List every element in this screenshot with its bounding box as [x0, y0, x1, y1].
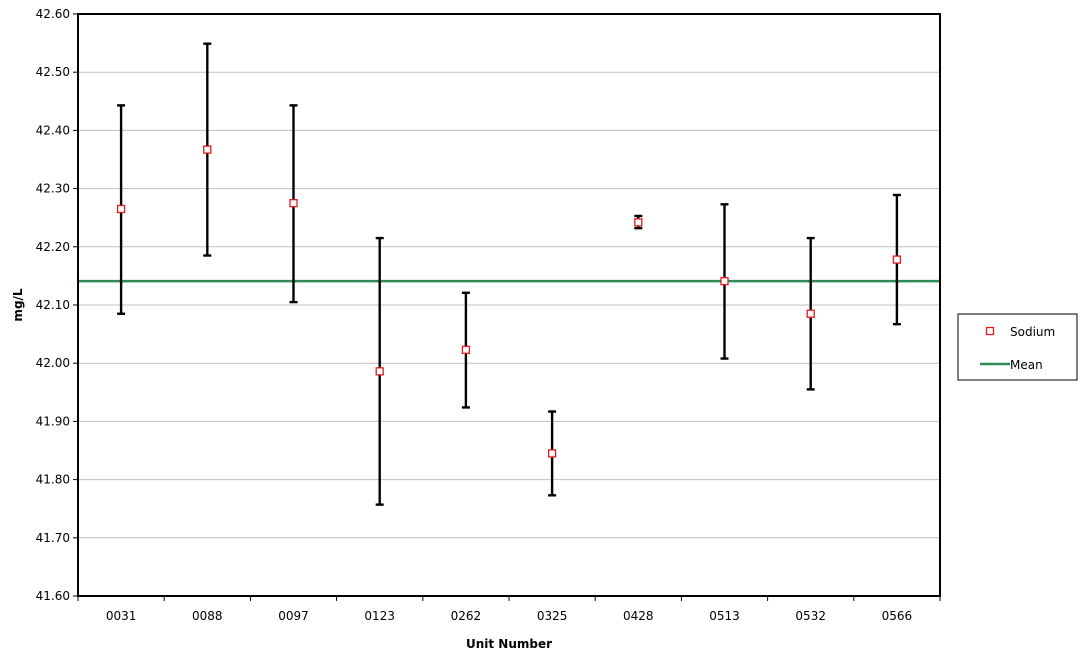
- y-tick-label: 42.50: [36, 65, 70, 79]
- sodium-point: [118, 205, 125, 212]
- x-tick-label: 0513: [709, 609, 740, 623]
- y-tick-label: 41.80: [36, 473, 70, 487]
- sodium-point: [462, 346, 469, 353]
- x-tick-label: 0123: [364, 609, 395, 623]
- y-tick-label: 42.40: [36, 123, 70, 137]
- sodium-point: [721, 278, 728, 285]
- x-tick-label: 0566: [882, 609, 913, 623]
- sodium-point: [204, 146, 211, 153]
- data-points: [118, 146, 901, 457]
- x-tick-label: 0097: [278, 609, 309, 623]
- x-axis-title: Unit Number: [466, 637, 552, 651]
- sodium-point: [635, 219, 642, 226]
- x-tick-label: 0262: [451, 609, 482, 623]
- sodium-point: [893, 256, 900, 263]
- y-tick-label: 42.60: [36, 7, 70, 21]
- y-axis: 41.60 41.70 41.80 41.90 42.00 42.10 42.20 42.30…: [36, 7, 78, 603]
- y-tick-label: 41.60: [36, 589, 70, 603]
- legend-sodium-marker: [987, 328, 994, 335]
- y-tick-label: 41.90: [36, 414, 70, 428]
- y-tick-label: 42.30: [36, 182, 70, 196]
- sodium-point: [549, 450, 556, 457]
- y-tick-label: 42.00: [36, 356, 70, 370]
- y-tick-label: 41.70: [36, 531, 70, 545]
- y-axis-title: mg/L: [11, 288, 25, 321]
- legend: Sodium Mean: [958, 314, 1077, 380]
- sodium-point: [807, 310, 814, 317]
- y-tick-label: 42.10: [36, 298, 70, 312]
- x-tick-label: 0031: [106, 609, 137, 623]
- error-bars: [117, 44, 901, 505]
- y-tick-label: 42.20: [36, 240, 70, 254]
- x-tick-label: 0532: [795, 609, 826, 623]
- x-tick-label: 0325: [537, 609, 568, 623]
- x-axis: 0031 0088 0097 0123 0262 0325 0428 0513 0532 0566: [78, 596, 940, 623]
- sodium-point: [290, 200, 297, 207]
- legend-sodium-label: Sodium: [1010, 325, 1055, 339]
- x-tick-label: 0428: [623, 609, 654, 623]
- legend-mean-label: Mean: [1010, 358, 1043, 372]
- sodium-point: [376, 368, 383, 375]
- x-tick-label: 0088: [192, 609, 223, 623]
